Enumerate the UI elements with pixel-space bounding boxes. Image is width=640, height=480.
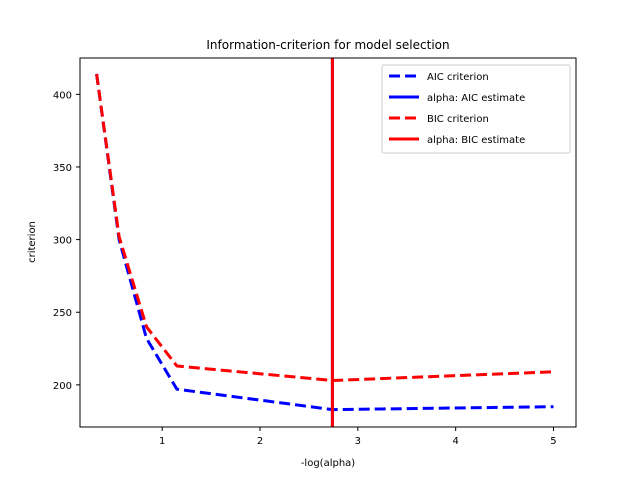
- legend-label-2: BIC criterion: [427, 114, 489, 125]
- chart-title: Information-criterion for model selectio…: [206, 38, 449, 52]
- x-axis-label: -log(alpha): [301, 458, 355, 469]
- series-line-0: [95, 73, 554, 412]
- y-tick-label: 200: [53, 381, 72, 392]
- y-axis-label: criterion: [27, 221, 38, 263]
- x-tick-label: 1: [159, 436, 165, 447]
- y-axis: 200 250 300 350 400: [53, 90, 80, 392]
- y-tick-label: 300: [53, 236, 72, 247]
- legend: AIC criterion alpha: AIC estimate BIC crit…: [381, 64, 571, 154]
- series-line-1: [95, 73, 554, 382]
- y-tick-label: 400: [53, 90, 72, 101]
- x-tick-label: 3: [355, 436, 361, 447]
- y-tick-label: 250: [53, 308, 72, 319]
- x-tick-label: 5: [550, 436, 556, 447]
- x-tick-label: 2: [257, 436, 263, 447]
- x-tick-label: 4: [452, 436, 458, 447]
- x-axis: 1 2 3 4 5: [159, 427, 557, 447]
- y-tick-label: 350: [53, 163, 72, 174]
- legend-label-3: alpha: BIC estimate: [427, 135, 525, 146]
- legend-label-0: AIC criterion: [427, 72, 489, 83]
- legend-label-1: alpha: AIC estimate: [427, 93, 525, 104]
- plot-frame: [79, 57, 577, 428]
- plot-area: [95, 58, 554, 427]
- legend-box: [381, 64, 571, 154]
